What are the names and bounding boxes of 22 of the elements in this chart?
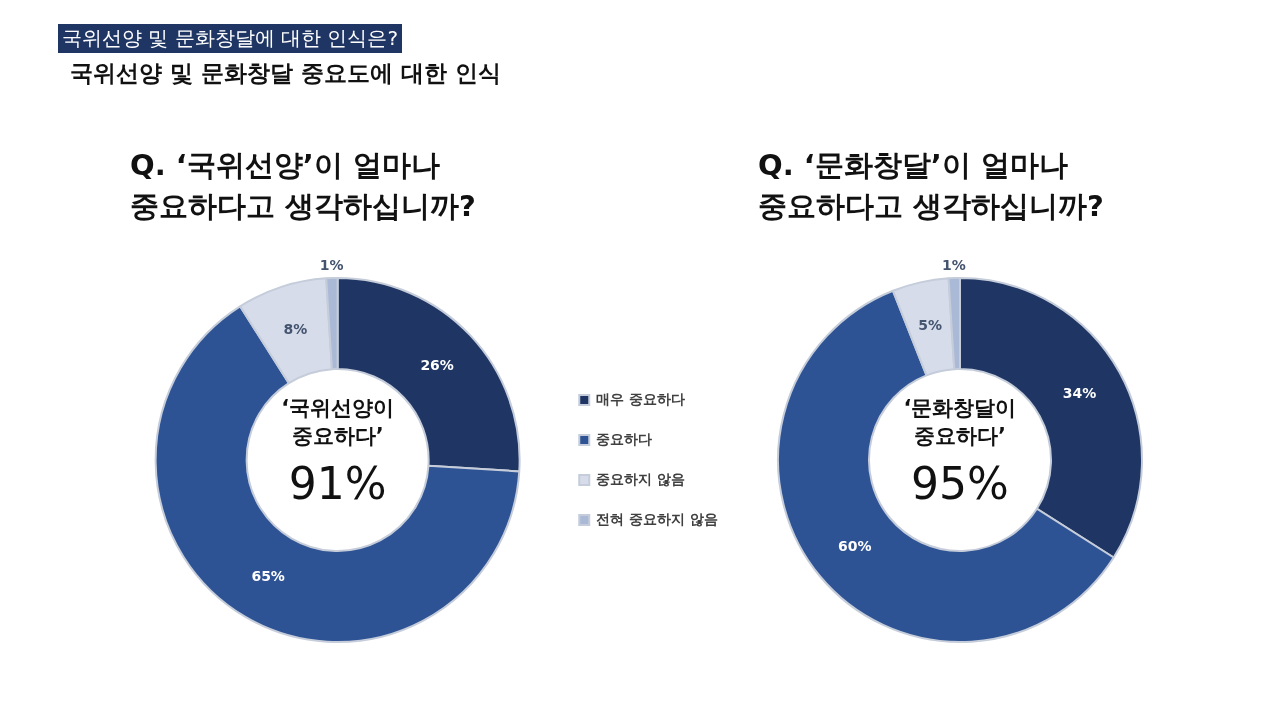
chart-title: Q. ‘문화창달’이 얼마나 중요하다고 생각하십니까?: [758, 147, 1104, 225]
legend-label: 중요하다: [596, 430, 653, 447]
data-label: 60%: [838, 537, 872, 554]
text: 국위선양 및 문화창달 중요도에 대한 인식: [70, 59, 502, 88]
data-label: 1%: [942, 256, 966, 273]
chart-title: Q. ‘국위선양’이 얼마나 중요하다고 생각하십니까?: [130, 147, 476, 225]
text: 중요하다’: [914, 424, 1006, 449]
data-label: 1%: [319, 256, 344, 273]
text: 국위선양 및 문화창달에 대한 인식은?: [58, 24, 403, 53]
data-label: 65%: [251, 568, 285, 585]
text: ‘국위선양이: [281, 396, 395, 421]
data-label: 8%: [283, 320, 308, 337]
legend-label: 매우 중요하다: [596, 390, 686, 407]
text: 91%: [288, 458, 387, 510]
legend-label: 중요하지 않음: [596, 470, 686, 487]
text: ‘문화창달이: [903, 396, 1017, 421]
data-label: 34%: [1062, 384, 1097, 401]
data-label: 5%: [918, 317, 943, 334]
text: 95%: [911, 458, 1009, 510]
data-label: 26%: [420, 357, 454, 374]
legend-label: 전혀 중요하지 않음: [596, 510, 718, 527]
text: 중요하다’: [291, 424, 384, 449]
